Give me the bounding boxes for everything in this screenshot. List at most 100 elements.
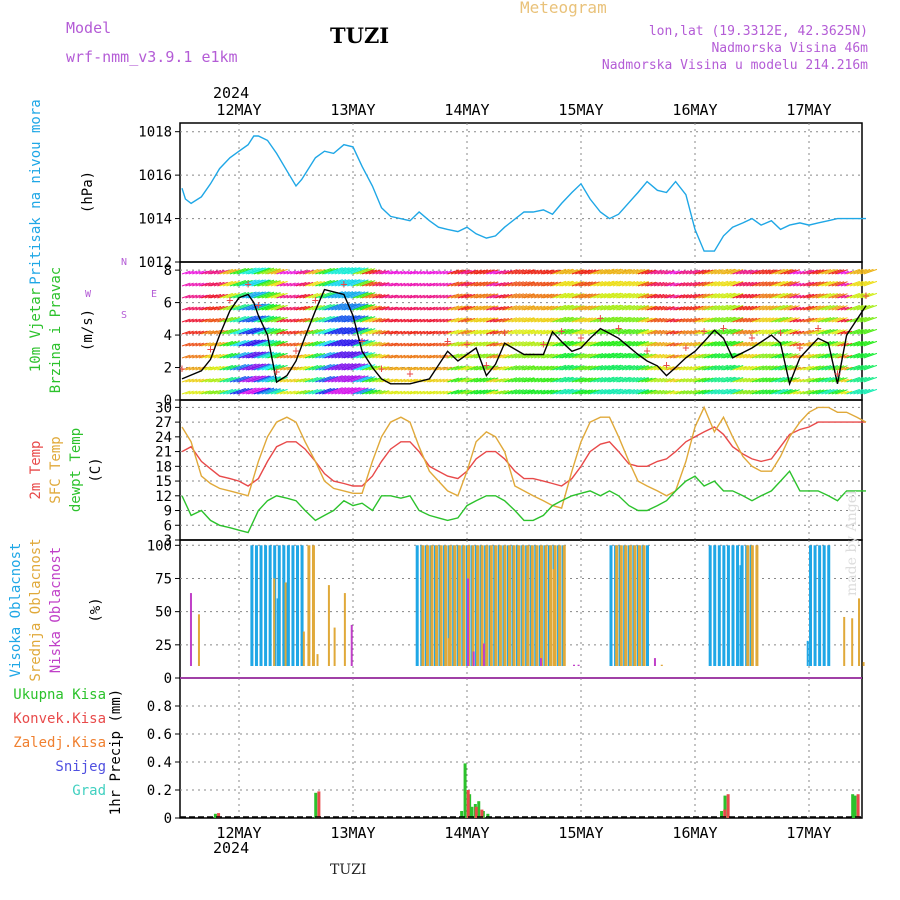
wind-barb <box>844 270 853 275</box>
wind-barb <box>689 353 701 359</box>
lonlat-label: lon,lat (19.3312E, 42.3625N) <box>648 24 868 39</box>
wind-barb <box>787 293 800 299</box>
wind-barb <box>393 390 403 395</box>
wind-barb <box>714 376 729 383</box>
wind-barb <box>792 294 802 299</box>
cloud-bar <box>485 545 489 666</box>
wind-barb <box>473 329 486 335</box>
wind-barb <box>393 294 403 299</box>
wind-barb <box>765 305 778 311</box>
wind-barb <box>632 329 646 335</box>
wind-barb <box>789 294 798 299</box>
cloud-bar <box>268 545 272 666</box>
cloud-bar <box>254 545 258 666</box>
wind-barb <box>195 366 205 371</box>
wind-barb <box>388 342 397 347</box>
wind-barb <box>350 291 369 299</box>
wind-barb <box>185 318 194 323</box>
wind-barb <box>238 327 257 335</box>
cloud-bar <box>858 598 861 666</box>
wind-barb <box>723 305 737 311</box>
wind-barb <box>270 316 285 323</box>
wind-barb <box>464 377 476 383</box>
wind-barb <box>673 354 683 359</box>
wind-barb <box>368 353 381 359</box>
wind-barb <box>461 389 472 395</box>
wind-barb <box>755 365 768 371</box>
wind-barb <box>580 365 593 371</box>
day-label-top: 14MAY <box>444 101 489 119</box>
wind-barb <box>379 354 389 359</box>
wind-barb <box>742 293 754 299</box>
wind-barb <box>635 353 649 359</box>
wind-barb <box>840 390 849 395</box>
wind-barb <box>504 293 518 299</box>
wind-barb <box>518 365 531 371</box>
wind-barb <box>208 282 218 287</box>
wind-barb <box>796 282 805 287</box>
wind-barb <box>621 305 636 311</box>
wind-barb <box>537 269 549 275</box>
wind-barb <box>507 389 521 395</box>
precip-bar <box>317 791 321 818</box>
cloud-bar <box>717 545 721 666</box>
wind-barb <box>543 305 555 311</box>
wind-barb <box>416 390 425 395</box>
wind-barb <box>473 293 486 299</box>
cloud-bar <box>553 545 557 666</box>
wind-barb <box>261 316 278 323</box>
wind-barb <box>571 389 584 395</box>
wind-barb <box>457 377 469 383</box>
wind-barb <box>856 352 871 359</box>
wind-barb <box>846 352 860 359</box>
wind-barb <box>550 365 562 371</box>
wind-barb <box>803 389 815 395</box>
wind-barb <box>504 389 518 395</box>
wind-barb <box>372 294 383 299</box>
wind-barb <box>817 293 832 299</box>
wind-barb <box>742 341 754 347</box>
wind-barb <box>409 270 418 275</box>
wind-barb <box>267 304 281 311</box>
wind-barb <box>717 316 732 323</box>
wind-barb <box>589 353 604 359</box>
wind-barb <box>420 366 429 371</box>
wind-barb <box>341 387 361 395</box>
wind-barb <box>192 366 201 371</box>
wind-barb <box>803 329 815 335</box>
wind-barb <box>637 341 650 347</box>
wind-barb <box>210 305 222 311</box>
wind-barb <box>372 378 383 383</box>
wind-barb <box>253 363 271 371</box>
wind-barb <box>564 329 578 335</box>
wind-barb <box>493 378 503 383</box>
wind-barb <box>518 377 531 383</box>
wind-barb <box>470 317 482 323</box>
wind-barb <box>375 342 386 347</box>
wind-barb <box>261 364 278 371</box>
wind-barb <box>393 318 403 323</box>
wind-barb <box>641 317 653 323</box>
wind-barb <box>534 293 546 299</box>
wind-barb <box>393 342 403 347</box>
wind-barb <box>226 304 240 311</box>
wind-barb <box>774 340 789 347</box>
wind-barb <box>660 342 671 347</box>
wind-barb <box>792 318 802 323</box>
wind-barb <box>426 366 436 371</box>
wind-barb <box>518 281 531 287</box>
low-cloud-ylabel: Niska Oblacnost <box>48 547 64 673</box>
wind-barb <box>768 365 782 371</box>
wind-barb <box>334 387 354 395</box>
wind-barb <box>267 316 281 323</box>
wind-barb <box>540 365 553 371</box>
wind-barb <box>646 365 658 371</box>
wind-barb <box>295 329 307 335</box>
wind-barb <box>498 306 510 311</box>
wind-barb <box>327 291 347 299</box>
wind-barb <box>682 390 693 395</box>
wind-barb <box>584 365 597 371</box>
wind-barb <box>778 352 792 359</box>
wind-barb <box>694 341 707 347</box>
wind-barb <box>817 365 832 371</box>
